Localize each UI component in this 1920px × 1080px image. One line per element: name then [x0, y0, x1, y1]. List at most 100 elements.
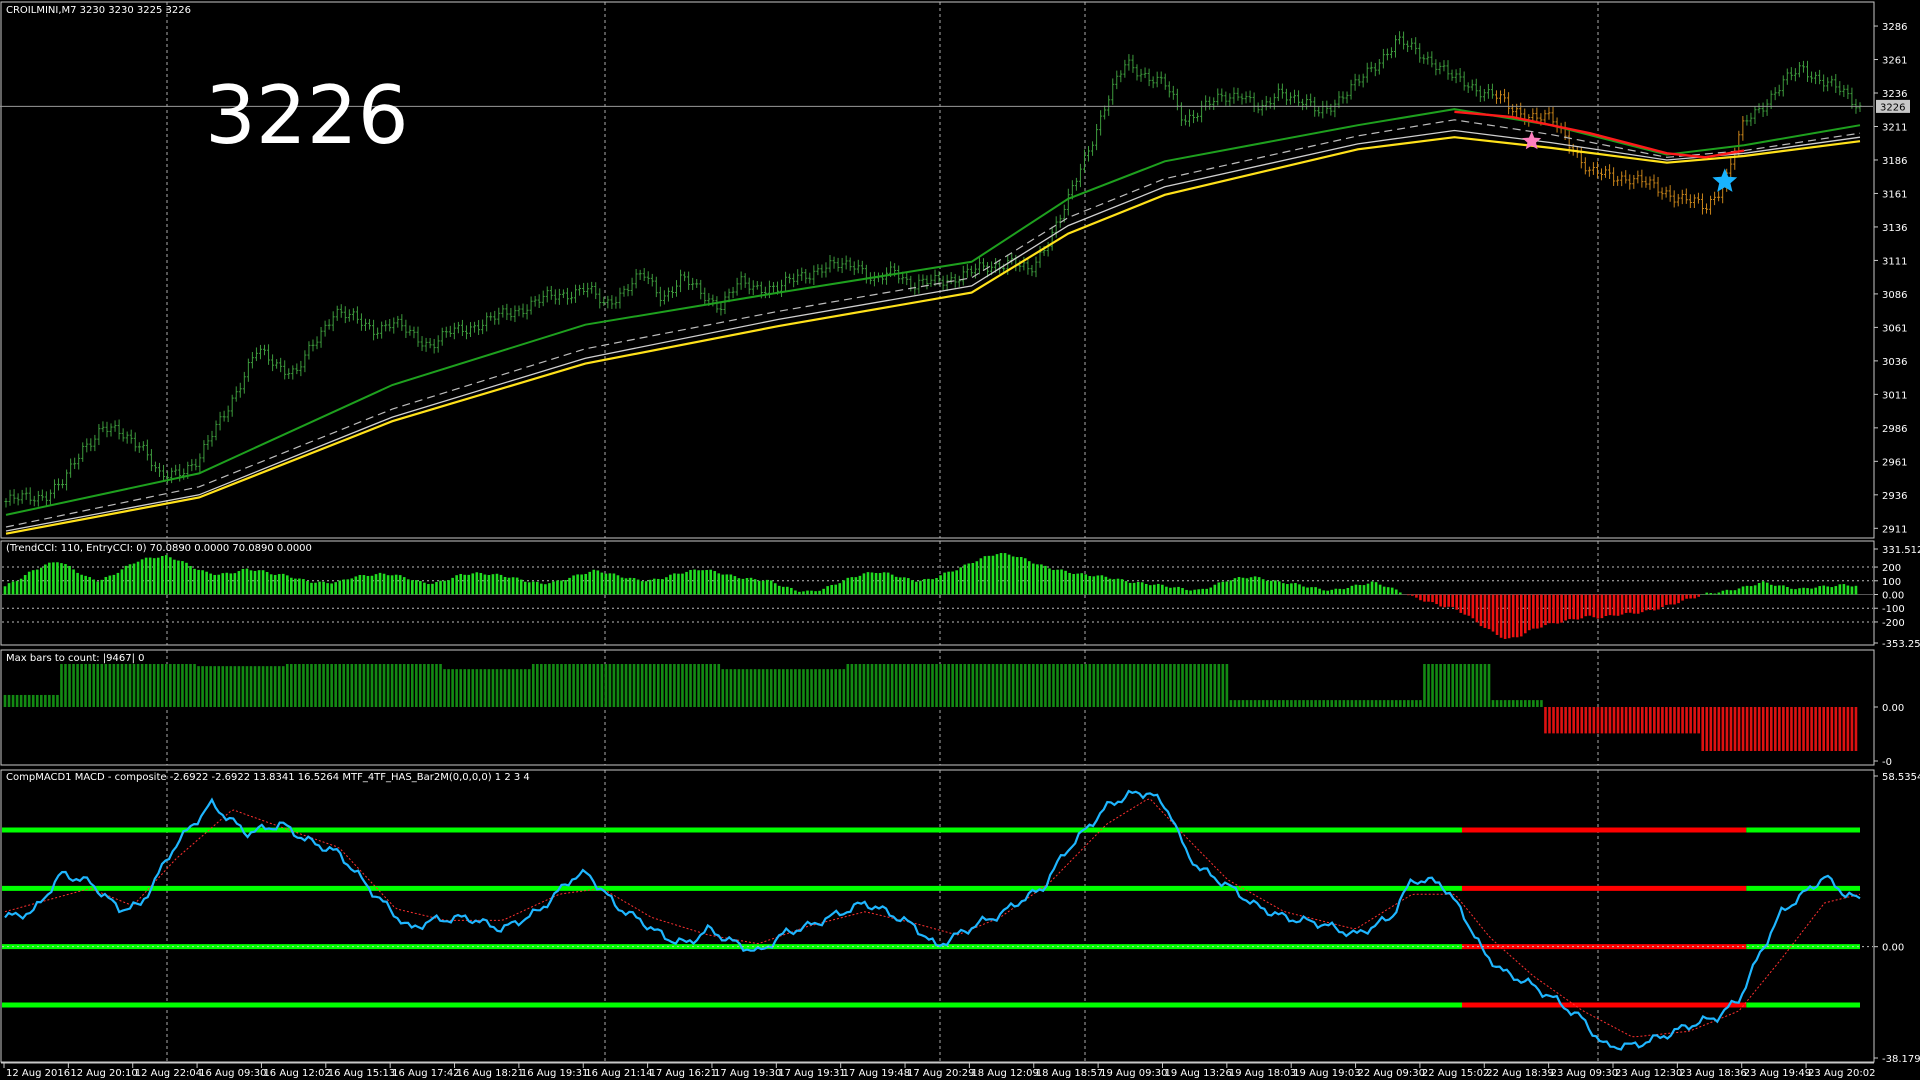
- bar-count-histogram: [3, 664, 1858, 751]
- price-bar: [234, 386, 238, 402]
- price-bar: [1648, 176, 1652, 190]
- price-bar: [505, 303, 509, 321]
- cci-histogram: [3, 553, 1858, 639]
- time-tick-label: 16 Aug 15:13: [328, 1068, 395, 1079]
- time-tick-label: 12 Aug 20:10: [70, 1068, 137, 1079]
- time-tick-label: 17 Aug 19:31: [778, 1068, 845, 1079]
- price-bar: [246, 358, 250, 382]
- price-bar: [85, 438, 89, 453]
- price-bar: [513, 305, 517, 323]
- price-bar: [1301, 98, 1305, 111]
- price-bar: [464, 325, 468, 340]
- price-bar: [97, 424, 101, 446]
- price-bar: [448, 325, 452, 338]
- price-bar: [1406, 40, 1410, 53]
- price-bar: [1438, 62, 1442, 75]
- price-bar: [359, 313, 363, 331]
- price-bar: [1293, 89, 1297, 104]
- price-bar: [1115, 70, 1119, 90]
- price-bar: [553, 289, 557, 305]
- price-bar: [812, 265, 816, 286]
- price-bar: [1155, 71, 1159, 88]
- price-bar: [1535, 107, 1539, 124]
- price-bar: [517, 305, 521, 317]
- price-bar: [12, 489, 16, 504]
- cci-panel[interactable]: (TrendCCI: 110, EntryCCI: 0) 70.0890 0.0…: [2, 543, 1920, 650]
- price-bar: [4, 498, 8, 508]
- macd-panel[interactable]: CompMACD1 MACD - composite -2.6922 -2.69…: [2, 772, 1920, 1065]
- price-bar: [1426, 51, 1430, 65]
- price-tick-label: 3111: [1882, 256, 1907, 267]
- price-bar: [820, 264, 824, 278]
- price-bar: [1842, 85, 1846, 97]
- price-bar: [1434, 59, 1438, 76]
- price-bar: [1709, 195, 1713, 215]
- cci-tick-label: 0.00: [1882, 591, 1904, 602]
- price-bar: [1280, 83, 1284, 99]
- price-bar: [497, 307, 501, 325]
- price-bar: [533, 295, 537, 307]
- price-bar: [965, 264, 969, 278]
- price-bar: [307, 341, 311, 360]
- price-bar: [1260, 99, 1264, 116]
- price-bar: [182, 468, 186, 480]
- price-bar: [735, 277, 739, 296]
- current-price-tag-text: 3226: [1880, 102, 1905, 113]
- bar-count-tick-label: 0.00: [1882, 703, 1904, 714]
- price-bar: [1543, 109, 1547, 124]
- price-bar: [917, 274, 921, 294]
- cci-tick-label: 200: [1882, 563, 1901, 574]
- price-bar: [1357, 74, 1361, 87]
- price-bar: [986, 261, 990, 278]
- price-bar: [1757, 103, 1761, 114]
- price-bar: [1599, 168, 1603, 181]
- price-bar: [747, 277, 751, 295]
- price-tick-label: 2986: [1882, 424, 1907, 435]
- price-bar: [650, 273, 654, 287]
- price-bar: [162, 464, 166, 481]
- price-bar: [1232, 87, 1236, 104]
- price-bar: [347, 309, 351, 322]
- price-bar: [1466, 82, 1470, 93]
- bar-count-tick-label: -0: [1882, 757, 1892, 768]
- price-tick-label: 3011: [1882, 390, 1907, 401]
- price-bar: [1264, 95, 1268, 111]
- price-bar: [1656, 176, 1660, 197]
- price-bar: [210, 430, 214, 447]
- price-bar: [1777, 84, 1781, 97]
- price-bar: [626, 284, 630, 297]
- price-bar: [1805, 60, 1809, 82]
- price-bar: [263, 344, 267, 356]
- bar-count-panel[interactable]: Max bars to count: |9467| 0 0.00 -0: [3, 653, 1904, 768]
- price-bar: [816, 264, 820, 276]
- price-bar: [1127, 54, 1131, 71]
- time-tick-label: 19 Aug 19:03: [1293, 1068, 1360, 1079]
- price-bar: [1353, 73, 1357, 91]
- price-bar: [283, 360, 287, 380]
- price-bar: [1143, 67, 1147, 79]
- time-tick-label: 17 Aug 19:30: [714, 1068, 781, 1079]
- price-bar: [1123, 59, 1127, 78]
- price-bar: [578, 284, 582, 296]
- price-bar: [763, 286, 767, 299]
- price-bar: [1398, 31, 1402, 45]
- price-bar: [1587, 166, 1591, 177]
- price-bar: [32, 495, 36, 507]
- macd-signal-line: [4, 798, 1861, 1038]
- price-bar: [1288, 92, 1292, 105]
- price-tick-label: 3061: [1882, 323, 1907, 334]
- price-bar: [1402, 31, 1406, 50]
- price-bar: [1216, 88, 1220, 106]
- price-bar: [683, 271, 687, 282]
- price-bar: [703, 287, 707, 306]
- price-panel[interactable]: CROILMINI,M7 3230 3230 3225 3226 3226 32…: [0, 5, 1910, 535]
- bar-count-panel-title: Max bars to count: |9467| 0: [6, 653, 145, 664]
- price-bar: [473, 321, 477, 333]
- price-bar: [905, 272, 909, 286]
- price-bar: [1551, 106, 1555, 127]
- price-bar: [1801, 60, 1805, 73]
- price-bar: [1652, 174, 1656, 189]
- price-bar: [719, 302, 723, 316]
- ma-line-yellow: [5, 136, 1861, 535]
